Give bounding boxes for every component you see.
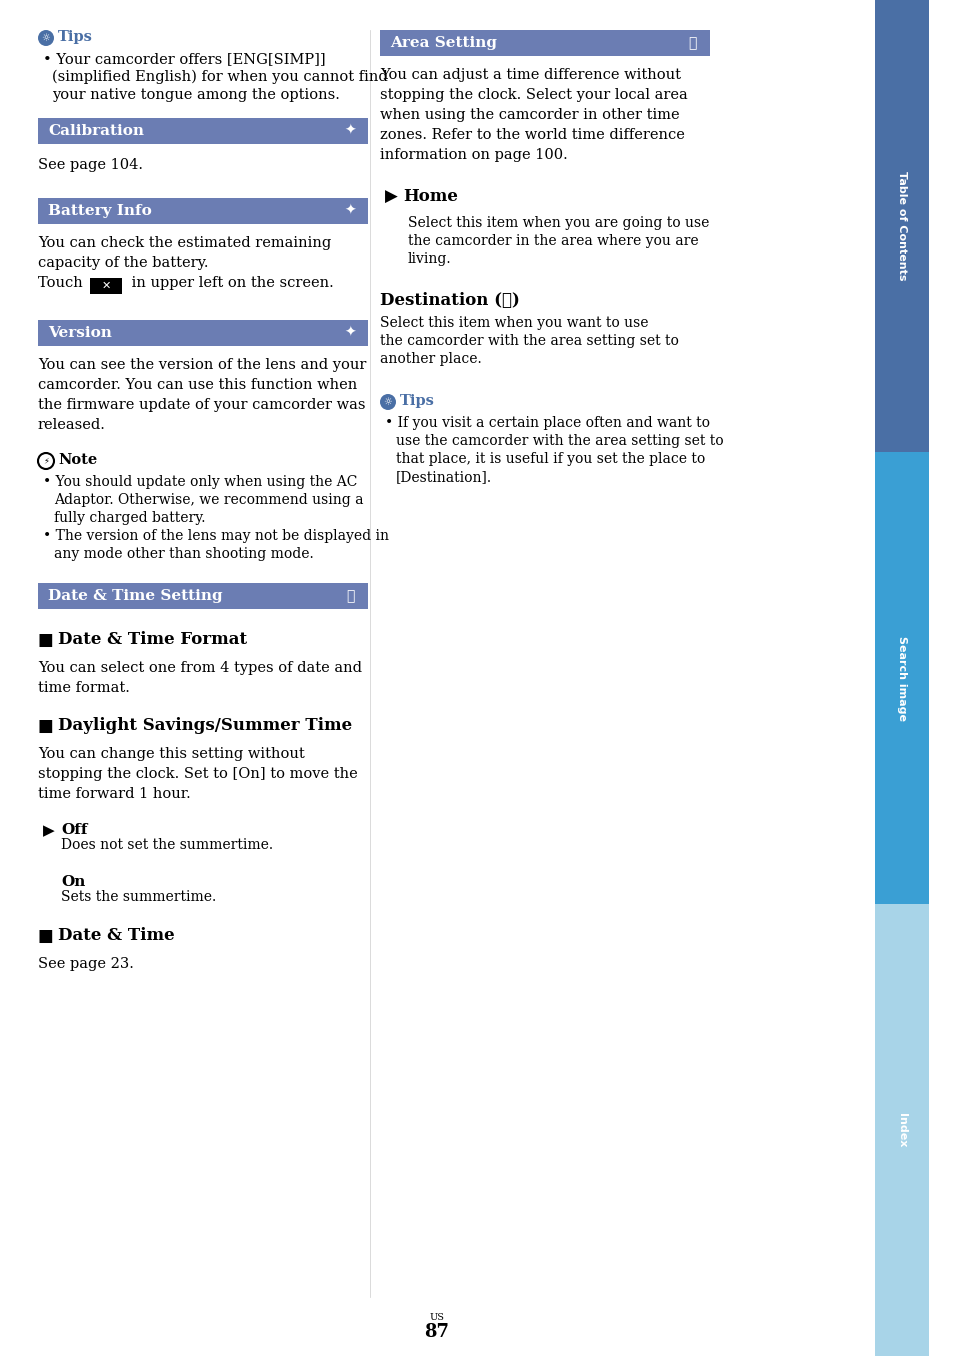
Text: • Your camcorder offers [ENG[SIMP]]: • Your camcorder offers [ENG[SIMP]] bbox=[43, 52, 325, 66]
Text: ☼: ☼ bbox=[42, 33, 51, 43]
Text: ✦: ✦ bbox=[344, 326, 355, 341]
Text: [Destination].: [Destination]. bbox=[395, 470, 492, 484]
Text: On: On bbox=[61, 875, 85, 889]
Text: Date & Time Format: Date & Time Format bbox=[58, 631, 247, 649]
Text: See page 104.: See page 104. bbox=[38, 157, 143, 172]
Text: camcorder. You can use this function when: camcorder. You can use this function whe… bbox=[38, 379, 356, 392]
Text: Calibration: Calibration bbox=[48, 123, 144, 138]
Text: Area Setting: Area Setting bbox=[390, 37, 497, 50]
Text: fully charged battery.: fully charged battery. bbox=[54, 512, 205, 525]
Bar bbox=[38, 584, 368, 609]
Text: use the camcorder with the area setting set to: use the camcorder with the area setting … bbox=[395, 434, 723, 448]
Text: ⚡: ⚡ bbox=[43, 456, 49, 465]
Text: ✕: ✕ bbox=[101, 281, 111, 290]
Text: another place.: another place. bbox=[379, 351, 481, 366]
Text: released.: released. bbox=[38, 418, 106, 432]
Text: ▶: ▶ bbox=[385, 189, 397, 206]
Text: stopping the clock. Select your local area: stopping the clock. Select your local ar… bbox=[379, 88, 687, 102]
Text: ✦: ✦ bbox=[344, 123, 355, 138]
Text: Select this item when you want to use: Select this item when you want to use bbox=[379, 316, 648, 330]
Text: Home: Home bbox=[402, 189, 457, 205]
Text: You can select one from 4 types of date and: You can select one from 4 types of date … bbox=[38, 661, 361, 674]
Text: You can adjust a time difference without: You can adjust a time difference without bbox=[379, 68, 680, 81]
Text: Search image: Search image bbox=[896, 635, 906, 721]
Text: Destination (✈): Destination (✈) bbox=[379, 292, 519, 309]
Text: your native tongue among the options.: your native tongue among the options. bbox=[52, 88, 339, 102]
Text: Version: Version bbox=[48, 326, 112, 341]
Bar bbox=[90, 278, 122, 294]
Circle shape bbox=[379, 394, 395, 410]
Text: ■: ■ bbox=[38, 716, 53, 735]
Text: capacity of the battery.: capacity of the battery. bbox=[38, 256, 209, 270]
Bar bbox=[38, 198, 368, 224]
Text: • If you visit a certain place often and want to: • If you visit a certain place often and… bbox=[385, 417, 709, 430]
Text: See page 23.: See page 23. bbox=[38, 957, 133, 972]
Text: Sets the summertime.: Sets the summertime. bbox=[61, 890, 216, 904]
Text: Date & Time Setting: Date & Time Setting bbox=[48, 589, 222, 603]
Text: in upper left on the screen.: in upper left on the screen. bbox=[127, 275, 334, 290]
Text: the firmware update of your camcorder was: the firmware update of your camcorder wa… bbox=[38, 398, 365, 413]
Text: Tips: Tips bbox=[58, 30, 92, 43]
Text: living.: living. bbox=[408, 252, 451, 266]
Text: Battery Info: Battery Info bbox=[48, 204, 152, 218]
Text: Date & Time: Date & Time bbox=[58, 927, 174, 944]
Text: ⏻: ⏻ bbox=[687, 37, 696, 50]
Text: Tips: Tips bbox=[399, 394, 435, 408]
Text: the camcorder in the area where you are: the camcorder in the area where you are bbox=[408, 233, 698, 248]
Bar bbox=[874, 452, 928, 904]
Text: stopping the clock. Set to [On] to move the: stopping the clock. Set to [On] to move … bbox=[38, 767, 357, 782]
Bar bbox=[874, 0, 928, 452]
Text: time forward 1 hour.: time forward 1 hour. bbox=[38, 787, 191, 801]
Text: ▶: ▶ bbox=[43, 822, 54, 839]
Text: (simplified English) for when you cannot find: (simplified English) for when you cannot… bbox=[52, 71, 387, 84]
Text: Index: Index bbox=[896, 1113, 906, 1147]
Text: when using the camcorder in other time: when using the camcorder in other time bbox=[379, 109, 679, 122]
Text: information on page 100.: information on page 100. bbox=[379, 148, 567, 161]
Text: • The version of the lens may not be displayed in: • The version of the lens may not be dis… bbox=[43, 529, 389, 543]
Text: Select this item when you are going to use: Select this item when you are going to u… bbox=[408, 216, 709, 229]
Text: Does not set the summertime.: Does not set the summertime. bbox=[61, 839, 273, 852]
Text: ⏻: ⏻ bbox=[345, 589, 354, 603]
Text: any mode other than shooting mode.: any mode other than shooting mode. bbox=[54, 547, 314, 560]
Text: You can check the estimated remaining: You can check the estimated remaining bbox=[38, 236, 331, 250]
Bar bbox=[38, 118, 368, 144]
Text: zones. Refer to the world time difference: zones. Refer to the world time differenc… bbox=[379, 128, 684, 142]
Text: Table of Contents: Table of Contents bbox=[896, 171, 906, 281]
Circle shape bbox=[38, 30, 54, 46]
Text: You can change this setting without: You can change this setting without bbox=[38, 746, 304, 761]
Text: • You should update only when using the AC: • You should update only when using the … bbox=[43, 475, 357, 489]
Text: Daylight Savings/Summer Time: Daylight Savings/Summer Time bbox=[58, 716, 352, 734]
Text: the camcorder with the area setting set to: the camcorder with the area setting set … bbox=[379, 334, 679, 347]
Text: 87: 87 bbox=[424, 1323, 449, 1341]
Text: ■: ■ bbox=[38, 631, 53, 649]
Text: Note: Note bbox=[58, 453, 97, 467]
Text: Adaptor. Otherwise, we recommend using a: Adaptor. Otherwise, we recommend using a bbox=[54, 493, 363, 508]
Text: Off: Off bbox=[61, 822, 88, 837]
Text: ✦: ✦ bbox=[344, 204, 355, 218]
Text: Touch: Touch bbox=[38, 275, 88, 290]
Bar bbox=[38, 320, 368, 346]
Bar bbox=[379, 30, 709, 56]
Text: ■: ■ bbox=[38, 927, 53, 944]
Text: US: US bbox=[429, 1312, 444, 1322]
Text: You can see the version of the lens and your: You can see the version of the lens and … bbox=[38, 358, 366, 372]
Text: time format.: time format. bbox=[38, 681, 130, 695]
Bar bbox=[874, 904, 928, 1356]
Text: that place, it is useful if you set the place to: that place, it is useful if you set the … bbox=[395, 452, 704, 465]
Text: ☼: ☼ bbox=[383, 398, 392, 407]
